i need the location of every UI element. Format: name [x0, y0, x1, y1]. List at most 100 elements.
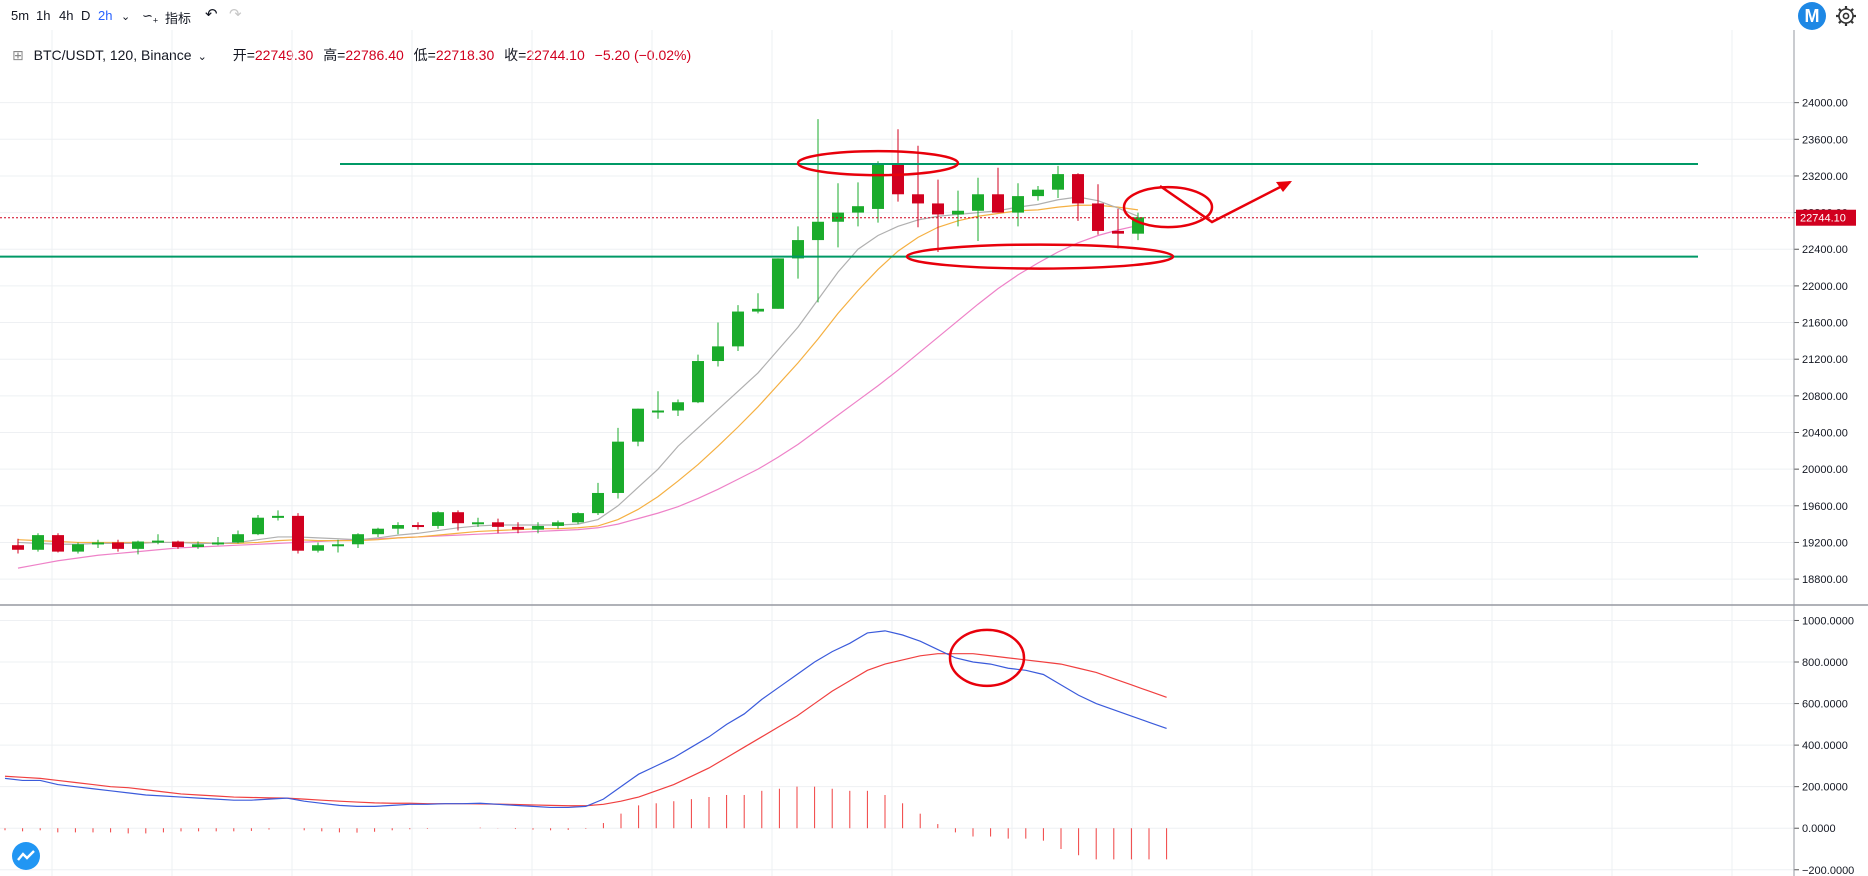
candle-body	[1012, 196, 1024, 213]
candle-body	[772, 258, 784, 309]
candle-body	[412, 525, 424, 528]
price-axis-tick-label: 20800.00	[1802, 391, 1848, 403]
tradingview-logo	[12, 842, 40, 870]
annotation-arrow-line	[1159, 180, 1291, 224]
candle-body	[392, 525, 404, 529]
candle-body	[692, 361, 704, 403]
candle-body	[952, 210, 964, 215]
candle-body	[932, 203, 944, 215]
candle-body	[252, 517, 264, 535]
candle-body	[232, 534, 244, 543]
close-label: 收=	[504, 47, 527, 63]
candle-body	[1112, 230, 1124, 234]
annotation-ellipse-top	[796, 149, 960, 177]
interval-2h[interactable]: 2h	[98, 8, 113, 23]
candle-body	[652, 410, 664, 413]
macd-axis-tick-label: 600.0000	[1802, 699, 1848, 711]
annotation-ellipse-macd	[948, 628, 1026, 688]
candle-body	[792, 240, 804, 259]
macd-axis-tick-label: 0.0000	[1802, 823, 1836, 835]
candle-body	[912, 194, 924, 204]
price-chart[interactable]: 18800.00 19200.00 19600.00 20000.00 20400.00…	[0, 30, 1868, 876]
interval-5m[interactable]: 5m	[11, 8, 30, 23]
interval-d[interactable]: D	[81, 8, 91, 23]
price-axis-tick-label: 20400.00	[1802, 427, 1848, 439]
chart-legend: ⊞ BTC/USDT, 120, Binance ⌄ 开=22749.30 高= 2…	[12, 45, 697, 65]
candle-body	[312, 545, 324, 551]
symbol-chevron-down-icon[interactable]: ⌄	[197, 51, 207, 63]
candle-body	[332, 544, 344, 547]
candle-body	[192, 544, 204, 548]
open-value: 22749.30	[254, 47, 314, 63]
price-axis-tick-label: 21600.00	[1802, 318, 1848, 330]
low-label: 低=	[413, 47, 436, 63]
candle-body	[132, 541, 144, 549]
price-axis-tick-label: 23200.00	[1802, 171, 1848, 183]
candle-body	[672, 402, 684, 411]
candle-body	[472, 522, 484, 525]
candle-body	[632, 408, 644, 442]
candle-body	[32, 535, 44, 550]
macd-axis-tick-label: 1000.0000	[1802, 615, 1854, 627]
high-label: 高=	[323, 47, 346, 63]
candle-body	[452, 512, 464, 524]
last-price-label: 22744.10	[1800, 213, 1846, 225]
candle-body	[832, 212, 844, 222]
symbol-title[interactable]: BTC/USDT, 120, Binance	[33, 47, 192, 63]
candle-body	[612, 441, 624, 493]
price-axis-tick-label: 19200.00	[1802, 537, 1848, 549]
last-price-badge	[1796, 209, 1856, 226]
candle-body	[272, 515, 284, 518]
collapse-legend-icon[interactable]: ⊞	[12, 47, 24, 63]
close-value: 22744.10	[526, 47, 585, 63]
low-value: 22718.30	[435, 47, 495, 63]
candle-body	[972, 194, 984, 211]
candle-body	[152, 540, 164, 543]
candle-body	[52, 535, 64, 552]
candle-body	[212, 542, 224, 545]
open-label: 开=	[232, 47, 255, 63]
top-toolbar: 5m 1h 4h D 2h ⌄ ∽+ 指标 ↶ ↷ M	[0, 0, 1868, 32]
macd-line	[4, 630, 1167, 809]
candle-body	[1072, 174, 1084, 204]
indicators-button[interactable]: 指标	[165, 11, 192, 26]
annotation-ellipse-bottom	[905, 243, 1175, 270]
price-axis-tick-label: 23600.00	[1802, 134, 1848, 146]
interval-chevron-down-icon[interactable]: ⌄	[121, 11, 131, 23]
candle-body	[492, 522, 504, 527]
candle-body	[852, 206, 864, 213]
candle-body	[992, 194, 1004, 213]
candle-body	[592, 492, 604, 514]
interval-4h[interactable]: 4h	[59, 8, 74, 23]
macd-axis-tick-label: 200.0000	[1802, 782, 1848, 794]
price-axis-tick-label: 19600.00	[1802, 501, 1848, 513]
candle-body	[432, 512, 444, 526]
price-axis-tick-label: 21200.00	[1802, 354, 1848, 366]
macd-axis-tick-label: 400.0000	[1802, 740, 1848, 752]
gear-icon[interactable]	[1834, 4, 1858, 28]
brand-logo: M	[1798, 2, 1826, 30]
candle-body	[72, 544, 84, 552]
price-axis-tick-label: 18800.00	[1802, 574, 1848, 586]
candle-body	[1052, 174, 1064, 190]
macd-axis-tick-label: −200.0000	[1802, 865, 1854, 876]
candle-body	[812, 221, 824, 241]
candle-body	[372, 528, 384, 535]
chart-wave-icon	[17, 850, 35, 861]
redo-icon[interactable]: ↷	[229, 6, 242, 23]
indicators-icon[interactable]: ∽+	[142, 8, 159, 26]
ma-pink-line	[17, 224, 1139, 569]
change-value: −5.20 (−0.02%)	[594, 47, 692, 63]
annotation-ellipse-right	[1122, 185, 1214, 229]
candle-body	[292, 515, 304, 551]
price-axis-tick-label: 22000.00	[1802, 281, 1848, 293]
undo-icon[interactable]: ↶	[205, 6, 218, 23]
candle-body	[532, 525, 544, 530]
candle-body	[732, 311, 744, 347]
candle-body	[572, 513, 584, 523]
candle-body	[1092, 203, 1104, 231]
interval-1h[interactable]: 1h	[36, 8, 51, 23]
candle-body	[1032, 189, 1044, 197]
macd-signal-line	[4, 653, 1167, 807]
candle-body	[872, 163, 884, 209]
